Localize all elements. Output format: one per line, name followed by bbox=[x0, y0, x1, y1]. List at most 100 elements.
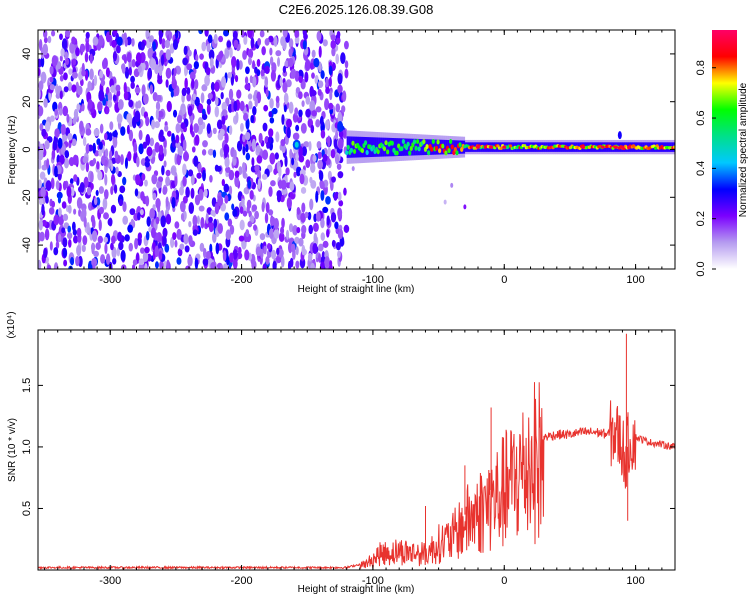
spectrogram-noise-cell bbox=[181, 107, 186, 115]
spectrogram-noise-cell bbox=[280, 36, 286, 47]
spectrogram-noise-cell bbox=[83, 176, 89, 188]
spectrogram-noise-cell bbox=[291, 157, 295, 166]
spectrogram-noise-cell bbox=[252, 60, 256, 70]
spectrogram-noise-cell bbox=[209, 174, 213, 183]
spectrogram-noise-cell bbox=[242, 145, 246, 156]
spectrogram-noise-cell bbox=[161, 38, 166, 50]
spectrogram-noise-cell bbox=[151, 119, 156, 130]
spectrogram-band-edge bbox=[374, 137, 377, 157]
spectrogram-band-cell bbox=[365, 150, 369, 156]
spectrogram-hot-cell bbox=[502, 145, 507, 149]
spectrogram-noise-cell bbox=[254, 164, 260, 172]
spectrogram-noise-cell bbox=[322, 39, 328, 47]
spectrogram-noise-cell bbox=[234, 175, 240, 188]
spectrogram-noise-cell bbox=[194, 96, 200, 107]
spectrogram-noise-cell bbox=[286, 118, 293, 128]
spectrogram-noise-cell bbox=[134, 188, 139, 197]
spectrogram-noise-cell bbox=[137, 232, 143, 240]
spectrogram-band-cell bbox=[441, 143, 445, 149]
spectrogram-noise-cell bbox=[64, 30, 71, 38]
spectrogram-noise-cell bbox=[98, 35, 104, 47]
spectrogram-noise-cell bbox=[247, 93, 253, 100]
y-tick-label: -20 bbox=[21, 189, 33, 205]
spectrogram-noise-cell bbox=[90, 183, 94, 190]
spectrogram-hot-cell bbox=[620, 145, 625, 149]
spectrogram-noise-cell bbox=[146, 146, 153, 157]
spectrogram-noise-cell bbox=[212, 232, 217, 244]
spectrogram-noise-cell bbox=[245, 144, 249, 153]
spectrogram-noise-cell bbox=[91, 242, 96, 252]
spectrogram-noise-cell bbox=[41, 128, 47, 138]
y-tick-label: 0.5 bbox=[21, 501, 33, 516]
spectrogram-band-edge bbox=[364, 137, 367, 158]
spectrogram-noise-cell bbox=[40, 71, 47, 84]
spectrogram-noise-cell bbox=[183, 233, 189, 245]
spectrogram-noise-cell bbox=[310, 124, 315, 134]
spectrogram-noise-cell bbox=[238, 235, 245, 242]
spectrogram-noise-cell bbox=[247, 221, 253, 228]
spectrogram-noise-cell bbox=[288, 38, 294, 49]
spectrogram-noise-cell bbox=[154, 121, 160, 129]
spectrogram-noise-cell bbox=[57, 137, 63, 149]
spectrogram-noise-cell bbox=[219, 147, 224, 158]
spectrogram-noise-cell bbox=[146, 216, 151, 227]
spectrogram-noise-cell bbox=[158, 65, 163, 77]
spectrogram-noise-cell bbox=[227, 71, 233, 79]
spectrogram-band-cell bbox=[386, 149, 390, 155]
spectrogram-noise-cell bbox=[311, 72, 315, 79]
spectrogram-band-cell bbox=[376, 149, 380, 155]
spectrogram-noise-cell bbox=[311, 49, 316, 58]
spectrogram-noise-cell bbox=[73, 208, 77, 215]
spectrogram-noise-cell bbox=[140, 191, 145, 201]
spectrogram-noise-cell bbox=[61, 201, 67, 209]
spectrogram-noise-cell bbox=[266, 243, 271, 250]
spectrogram-blob bbox=[294, 141, 299, 148]
spectrogram-noise-cell bbox=[97, 235, 104, 244]
spectrogram-noise-cell bbox=[255, 145, 261, 154]
spectrogram-noise-cell bbox=[281, 188, 288, 195]
y-tick-label: 1.0 bbox=[21, 439, 33, 454]
spectrogram-noise-cell bbox=[68, 238, 72, 248]
spectrogram-noise-cell bbox=[107, 91, 113, 103]
spectrogram-noise-cell bbox=[95, 189, 99, 197]
spectrogram-noise-cell bbox=[84, 52, 89, 63]
spectrogram-noise-cell bbox=[273, 228, 280, 239]
spectrogram-noise-cell bbox=[206, 98, 212, 105]
spectrogram-noise-cell bbox=[228, 185, 233, 196]
spectrogram-noise-cell bbox=[272, 260, 277, 269]
spectrogram-noise-cell bbox=[41, 219, 48, 227]
spectrogram-noise-cell bbox=[118, 199, 123, 207]
spectrogram-noise-cell bbox=[38, 179, 42, 189]
spectrogram-noise-cell bbox=[182, 139, 187, 152]
spectrogram-noise-cell bbox=[263, 245, 267, 255]
spectrogram-noise-cell bbox=[149, 84, 154, 95]
spectrogram-noise-cell bbox=[232, 30, 238, 40]
spectrogram-noise-cell bbox=[289, 181, 295, 192]
spectrogram-noise-cell bbox=[152, 241, 156, 251]
spectrogram-noise-cell bbox=[158, 250, 163, 261]
spectrogram-noise-cell bbox=[165, 79, 169, 88]
spectrogram-noise-cell bbox=[295, 124, 300, 132]
spectrogram-noise-cell bbox=[215, 242, 220, 255]
spectrogram-noise-cell bbox=[49, 65, 54, 75]
spectrogram-noise-cell bbox=[126, 51, 132, 63]
spectrogram-noise-cell bbox=[319, 181, 325, 190]
spectrogram-noise-cell bbox=[298, 145, 303, 158]
x-tick-label: -200 bbox=[231, 274, 253, 286]
spectrogram-noise-cell bbox=[220, 91, 224, 100]
spectrogram-noise-cell bbox=[247, 30, 253, 38]
spectrogram-noise-cell bbox=[152, 41, 157, 52]
spectrogram-noise-cell bbox=[229, 224, 235, 235]
spectrogram-noise-cell bbox=[116, 36, 123, 46]
spectrogram-noise-cell bbox=[221, 101, 228, 112]
spectrogram-noise-cell bbox=[145, 230, 150, 241]
spectrogram-noise-cell bbox=[225, 166, 231, 173]
spectrogram-noise-cell bbox=[49, 115, 55, 122]
spectrogram-noise-cell bbox=[113, 184, 118, 194]
spectrogram-noise-cell bbox=[89, 68, 94, 81]
spectrogram-noise-cell bbox=[165, 48, 171, 61]
spectrogram-noise-cell bbox=[137, 100, 142, 109]
spectrogram-noise-cell bbox=[49, 76, 54, 83]
spectrogram-noise-cell bbox=[176, 228, 182, 240]
spectrogram-noise-cell bbox=[186, 63, 193, 71]
